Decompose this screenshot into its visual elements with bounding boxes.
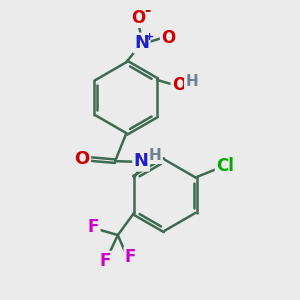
Text: O: O [131,9,145,27]
Text: F: F [88,218,99,236]
Text: F: F [100,252,111,270]
Text: H: H [185,74,198,89]
Text: H: H [149,148,162,163]
Text: F: F [125,248,136,266]
Text: O: O [172,76,186,94]
Text: N: N [134,152,148,170]
Text: O: O [161,29,176,47]
Text: Cl: Cl [216,157,234,175]
Text: -: - [144,3,150,18]
Text: O: O [74,150,90,168]
Text: +: + [146,32,154,41]
Text: N: N [134,34,149,52]
